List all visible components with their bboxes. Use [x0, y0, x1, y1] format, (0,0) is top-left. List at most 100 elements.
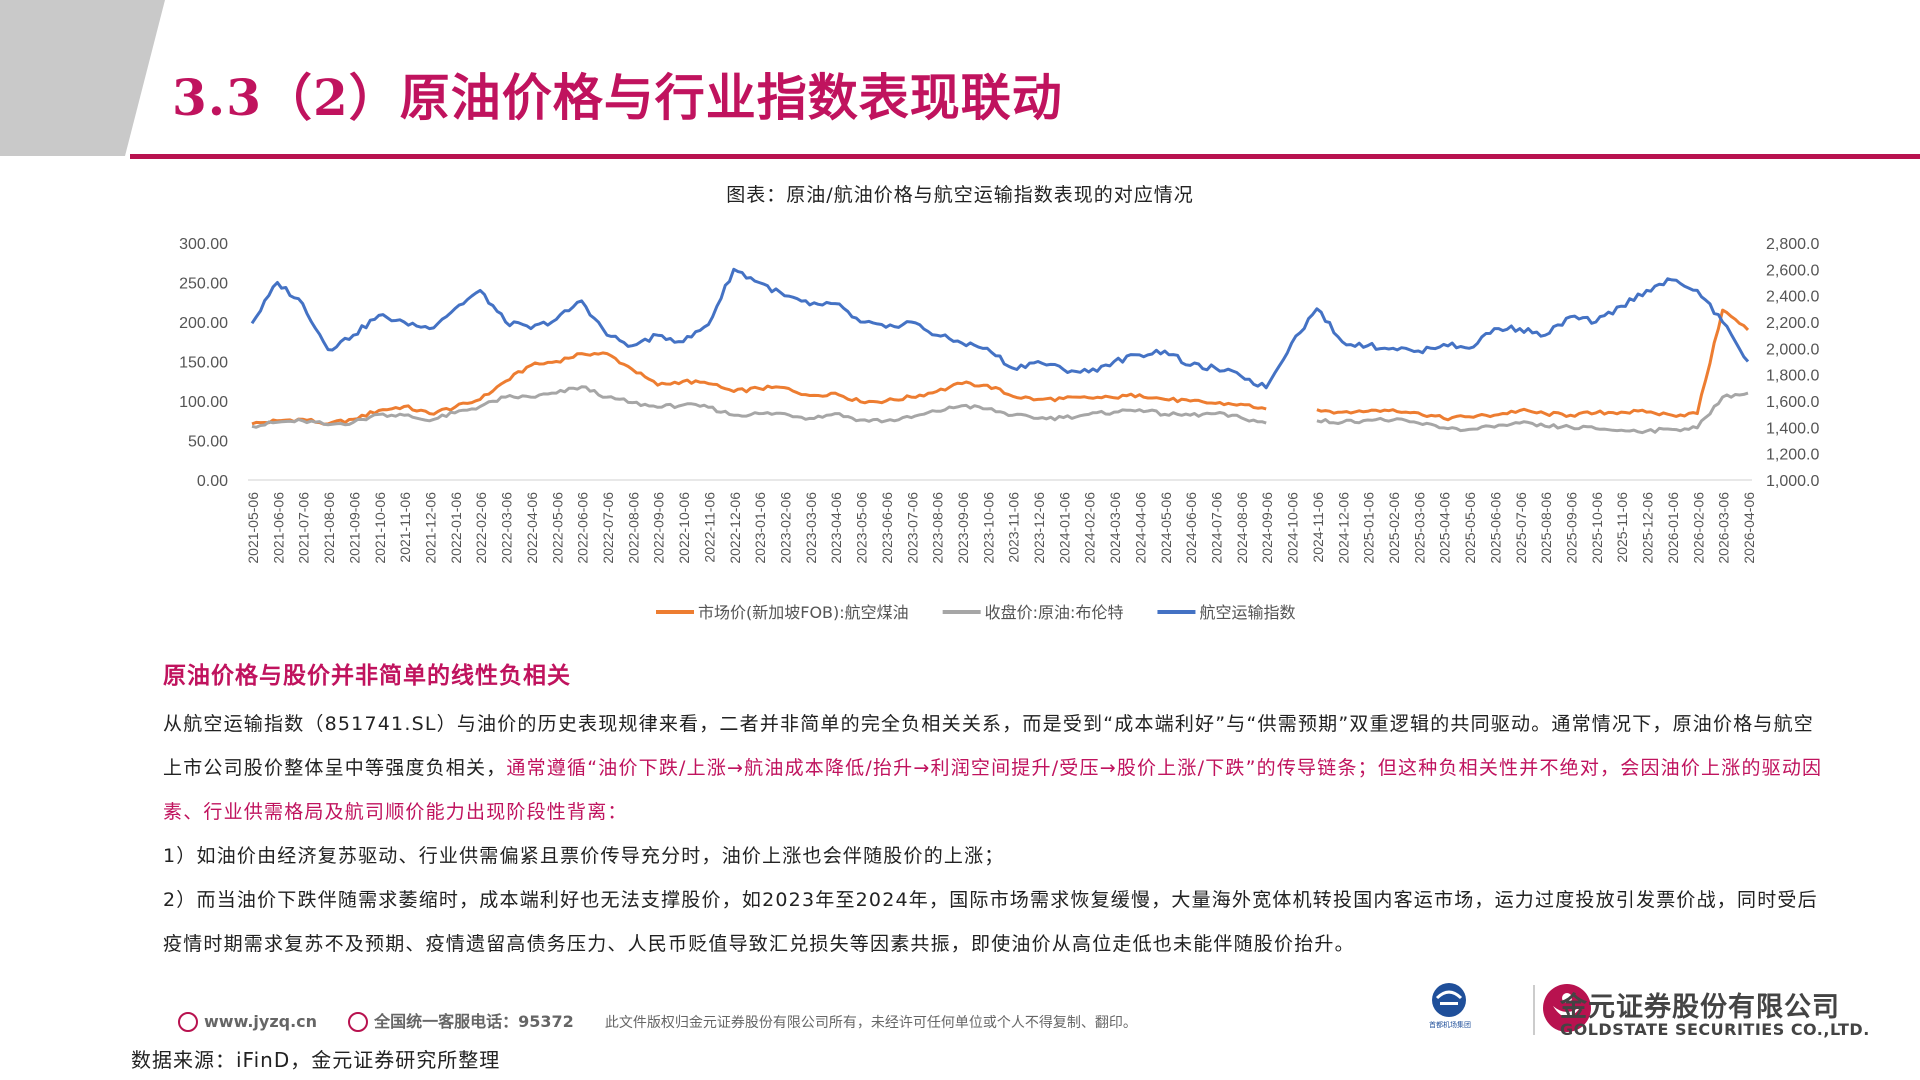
- x-axis-tick-label: 2024-05-06: [1158, 492, 1174, 564]
- x-axis-tick-label: 2025-11-06: [1614, 492, 1630, 563]
- x-axis-tick-label: 2025-07-06: [1513, 492, 1529, 564]
- x-axis-tick-label: 2021-08-06: [321, 492, 337, 564]
- x-axis-tick-label: 2025-10-06: [1589, 492, 1605, 564]
- x-axis-tick-label: 2025-08-06: [1538, 492, 1554, 564]
- x-axis-tick-label: 2022-10-06: [676, 492, 692, 564]
- page-title: 3.3（2）原油价格与行业指数表现联动: [172, 68, 1063, 127]
- brand-name-en: GOLDSTATE SECURITIES CO.,LTD.: [1560, 1020, 1870, 1039]
- x-axis-tick-label: 2023-03-06: [803, 492, 819, 564]
- x-axis-tick-label: 2023-01-06: [752, 492, 768, 564]
- x-axis-tick-label: 2023-08-06: [930, 492, 946, 564]
- x-axis-tick-label: 2022-06-06: [575, 492, 591, 564]
- x-axis-tick-label: 2026-04-06: [1741, 492, 1757, 564]
- x-axis-tick-label: 2022-05-06: [549, 492, 565, 564]
- right-axis-tick-label: 2,800.0: [1766, 236, 1819, 253]
- x-axis-tick-label: 2025-09-06: [1564, 492, 1580, 564]
- x-axis-tick-label: 2023-05-06: [854, 492, 870, 564]
- right-axis-tick-label: 1,200.0: [1766, 447, 1819, 464]
- x-axis-tick-label: 2025-04-06: [1437, 492, 1453, 564]
- x-axis-tick-label: 2021-10-06: [372, 492, 388, 564]
- paragraph-3: 2）而当油价下跌伴随需求萎缩时，成本端利好也无法支撑股价，如2023年至2024…: [163, 889, 1818, 955]
- title-divider: [130, 154, 1920, 159]
- x-axis-tick-label: 2025-05-06: [1462, 492, 1478, 564]
- x-axis-tick-label: 2022-08-06: [625, 492, 641, 564]
- series-line-1: [251, 308, 1750, 426]
- x-axis-tick-label: 2023-09-06: [955, 492, 971, 564]
- corner-decoration: [0, 0, 165, 156]
- airport-caption: 首都机场集团: [1429, 1021, 1471, 1029]
- x-axis-tick-label: 2026-01-06: [1665, 492, 1681, 564]
- x-axis-tick-label: 2023-06-06: [879, 492, 895, 564]
- right-axis-tick-label: 1,800.0: [1766, 368, 1819, 385]
- x-axis-tick-label: 2022-04-06: [524, 492, 540, 564]
- legend-label-1: 市场价(新加坡FOB):航空煤油: [698, 603, 909, 622]
- x-axis-tick-label: 2025-02-06: [1386, 492, 1402, 564]
- data-source: 数据来源：iFinD，金元证券研究所整理: [131, 1048, 501, 1072]
- x-axis-tick-label: 2024-03-06: [1107, 492, 1123, 564]
- x-axis-tick-label: 2021-09-06: [346, 492, 362, 564]
- website-link[interactable]: www.jyzq.cn: [178, 1012, 317, 1032]
- right-axis-tick-label: 1,000.0: [1766, 473, 1819, 490]
- right-axis-tick-label: 2,000.0: [1766, 341, 1819, 358]
- x-axis-tick-label: 2024-02-06: [1082, 492, 1098, 564]
- left-axis-tick-label: 300.00: [179, 236, 228, 253]
- series-line-3: [250, 267, 1750, 390]
- x-axis-tick-label: 2022-11-06: [701, 492, 717, 563]
- paragraph-1: 从航空运输指数（851741.SL）与油价的历史表现规律来看，二者并非简单的完全…: [163, 702, 1823, 834]
- x-axis-tick-label: 2026-02-06: [1690, 492, 1706, 564]
- x-axis-tick-label: 2021-05-06: [245, 492, 261, 564]
- paragraph-2: 1）如油价由经济复苏驱动、行业供需偏紧且票价传导充分时，油价上涨也会伴随股价的上…: [163, 845, 1005, 867]
- x-axis-tick-label: 2023-02-06: [777, 492, 793, 564]
- x-axis-tick-label: 2024-01-06: [1056, 492, 1072, 564]
- brand-name-cn: 金元证券股份有限公司: [1560, 992, 1840, 1023]
- right-axis-tick-label: 1,400.0: [1766, 420, 1819, 437]
- x-axis-tick-label: 2021-11-06: [397, 492, 413, 563]
- x-axis-tick-label: 2022-01-06: [448, 492, 464, 564]
- x-axis-tick-label: 2022-07-06: [600, 492, 616, 564]
- globe-icon: [178, 1012, 198, 1032]
- x-axis-tick-label: 2024-04-06: [1132, 492, 1148, 564]
- left-axis-tick-label: 200.00: [179, 315, 228, 332]
- left-axis-tick-label: 250.00: [179, 276, 228, 293]
- x-axis-tick-label: 2022-12-06: [727, 492, 743, 564]
- brand-logos: [1432, 983, 1591, 1035]
- goldstate-logo-icon: [1543, 984, 1591, 1032]
- airport-logo: [1432, 983, 1466, 1017]
- paragraph-1-highlight: 通常遵循“油价下跌/上涨→航油成本降低/抬升→利润空间提升/受压→股价上涨/下跌…: [163, 757, 1823, 823]
- x-axis-tick-label: 2023-12-06: [1031, 492, 1047, 564]
- x-axis-tick-label: 2024-11-06: [1310, 492, 1326, 563]
- right-axis-tick-label: 1,600.0: [1766, 394, 1819, 411]
- left-axis-tick-label: 50.00: [188, 434, 228, 451]
- x-axis-tick-label: 2024-07-06: [1209, 492, 1225, 564]
- x-axis-tick-label: 2023-10-06: [980, 492, 996, 564]
- x-axis-tick-label: 2023-04-06: [828, 492, 844, 564]
- series-line-2: [251, 385, 1749, 435]
- line-chart: 300.00 250.00 200.00 150.00 100.00 50.00 0.00 2…: [179, 236, 1819, 622]
- logo-divider: [1533, 985, 1535, 1035]
- x-axis-tick-label: 2022-02-06: [473, 492, 489, 564]
- right-axis-tick-label: 2,400.0: [1766, 289, 1819, 306]
- footer-bar: www.jyzq.cn 全国统一客服电话：95372 此文件版权归金元证券股份有…: [178, 1008, 1163, 1032]
- x-axis-tick-label: 2023-11-06: [1006, 492, 1022, 563]
- x-axis-tick-label: 2025-06-06: [1487, 492, 1503, 564]
- section-heading: 原油价格与股价并非简单的线性负相关: [163, 663, 571, 689]
- x-axis-tick-label: 2021-06-06: [270, 492, 286, 564]
- x-axis-tick-label: 2025-12-06: [1640, 492, 1656, 564]
- right-axis-tick-label: 2,200.0: [1766, 315, 1819, 332]
- x-axis-tick-label: 2023-07-06: [904, 492, 920, 564]
- chart-title: 图表：原油/航油价格与航空运输指数表现的对应情况: [726, 184, 1194, 206]
- paragraph-1-normal: 从航空运输指数（851741.SL）与油价的历史表现规律来看，二者并非简单的完全…: [163, 713, 1814, 779]
- x-axis-tick-label: 2022-09-06: [651, 492, 667, 564]
- x-axis-tick-label: 2021-12-06: [422, 492, 438, 564]
- x-axis-tick-label: 2024-12-06: [1335, 492, 1351, 564]
- x-axis-tick-label: 2022-03-06: [499, 492, 515, 564]
- x-axis-tick-label: 2024-08-06: [1234, 492, 1250, 564]
- x-axis-tick-label: 2025-01-06: [1361, 492, 1377, 564]
- left-axis-tick-label: 0.00: [197, 473, 228, 490]
- x-axis-tick-label: 2021-07-06: [296, 492, 312, 564]
- phone-icon: [348, 1012, 369, 1032]
- x-axis-tick-label: 2024-09-06: [1259, 492, 1275, 564]
- legend-label-3: 航空运输指数: [1199, 603, 1295, 622]
- x-axis-tick-label: 2024-10-06: [1285, 492, 1301, 564]
- x-axis-tick-label: 2026-03-06: [1716, 492, 1732, 564]
